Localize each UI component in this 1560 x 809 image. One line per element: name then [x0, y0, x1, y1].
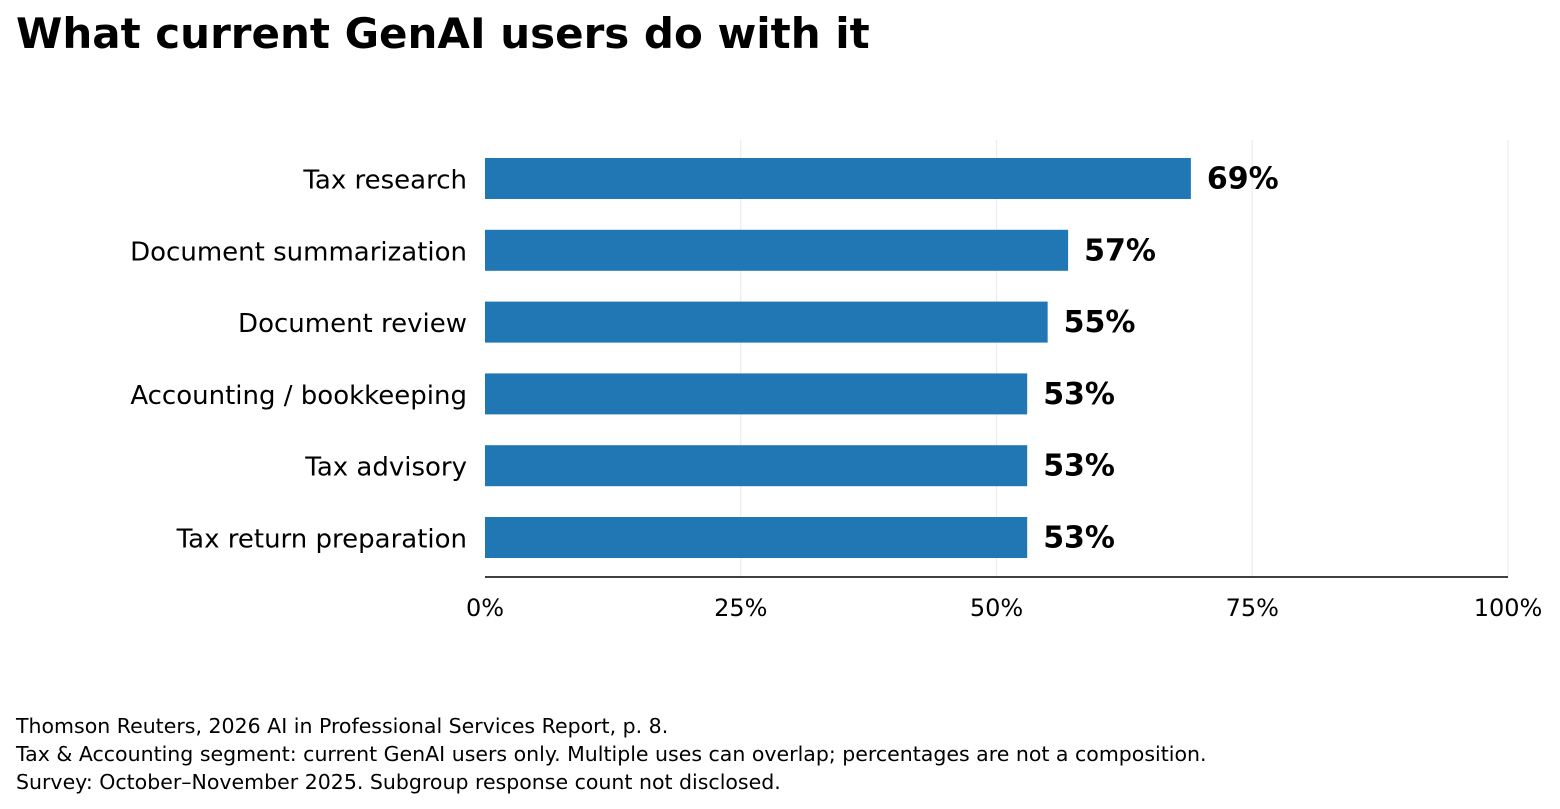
x-tick-label-25: 25% — [714, 594, 767, 622]
source-note: Thomson Reuters, 2026 AI in Professional… — [16, 714, 669, 738]
value-label-5: 53% — [1043, 521, 1115, 556]
category-label-0: Tax research — [302, 166, 467, 196]
category-label-4: Tax advisory — [304, 453, 467, 483]
category-labels: Tax research Document summarization Docume… — [130, 166, 467, 555]
category-label-5: Tax return preparation — [176, 525, 467, 555]
bar-5 — [485, 517, 1028, 558]
category-label-1: Document summarization — [130, 237, 467, 267]
category-label-2: Document review — [238, 309, 467, 339]
source-notes: Thomson Reuters, 2026 AI in Professional… — [16, 712, 1207, 796]
bar-2 — [485, 301, 1048, 343]
bar-chart: 0% 25% 50% 75% 100% Tax research Document sum… — [130, 140, 1542, 622]
bars — [485, 158, 1191, 558]
x-tick-label-50: 50% — [970, 594, 1023, 622]
bar-0 — [485, 158, 1191, 199]
value-label-0: 69% — [1207, 162, 1279, 197]
value-label-4: 53% — [1043, 449, 1115, 484]
category-label-3: Accounting / bookkeeping — [130, 381, 467, 411]
bar-4 — [485, 445, 1028, 487]
x-axis-ticks: 0% 25% 50% 75% 100% — [466, 594, 1542, 622]
value-label-2: 55% — [1064, 305, 1136, 340]
gridlines — [740, 140, 1509, 577]
x-tick-label-0: 0% — [466, 594, 504, 622]
value-label-3: 53% — [1043, 377, 1115, 412]
scope-note: Tax & Accounting segment: current GenAI … — [16, 742, 1207, 766]
value-label-1: 57% — [1084, 233, 1156, 268]
x-tick-label-100: 100% — [1474, 594, 1543, 622]
value-labels: 69% 57% 55% 53% 53% 53% — [1043, 162, 1278, 556]
bar-1 — [485, 229, 1069, 271]
chart-title: What current GenAI users do with it — [16, 9, 870, 58]
x-tick-label-75: 75% — [1226, 594, 1279, 622]
survey-note: Survey: October–November 2025. Subgroup … — [16, 770, 781, 794]
bar-3 — [485, 373, 1028, 415]
